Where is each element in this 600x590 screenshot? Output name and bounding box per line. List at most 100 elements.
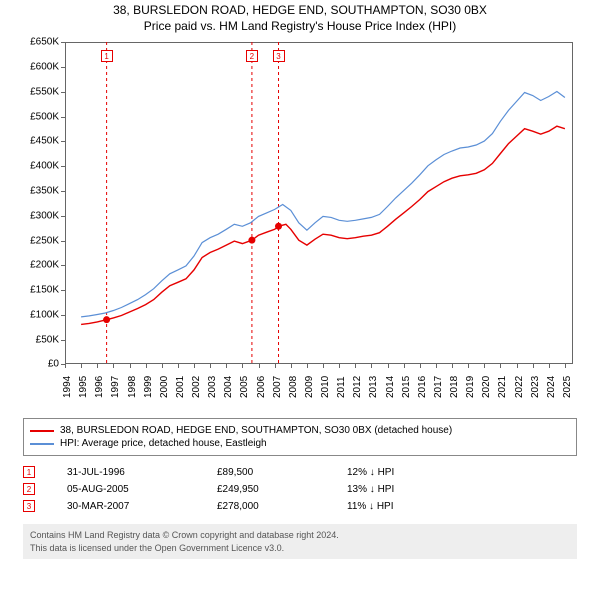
footer-line-2: This data is licensed under the Open Gov…: [30, 542, 570, 554]
sales-row: 3 30-MAR-2007£278,00011% ↓ HPI: [23, 500, 577, 512]
legend: 38, BURSLEDON ROAD, HEDGE END, SOUTHAMPT…: [23, 418, 577, 456]
x-tick: [436, 364, 437, 368]
sales-row: 2 05-AUG-2005£249,95013% ↓ HPI: [23, 483, 577, 495]
x-tick: [404, 364, 405, 368]
x-tick: [549, 364, 550, 368]
x-tick: [565, 364, 566, 368]
x-tick-label: 2023: [530, 376, 541, 398]
sales-date: 05-AUG-2005: [67, 484, 217, 495]
x-tick: [339, 364, 340, 368]
sales-diff: 12% ↓ HPI: [347, 467, 577, 478]
sale-marker-box: 2: [246, 50, 258, 62]
x-tick-label: 1997: [110, 376, 121, 398]
sales-row: 1 31-JUL-1996£89,50012% ↓ HPI: [23, 466, 577, 478]
x-tick-label: 2011: [336, 377, 347, 399]
x-tick: [178, 364, 179, 368]
x-tick-label: 2019: [465, 376, 476, 398]
x-tick-label: 1995: [78, 376, 89, 398]
x-tick-label: 2008: [288, 376, 299, 398]
legend-swatch: [30, 443, 54, 445]
series-line-0: [81, 127, 565, 325]
sales-index-box: 3: [23, 500, 35, 512]
x-tick: [65, 364, 66, 368]
sales-price: £278,000: [217, 501, 347, 512]
x-tick: [81, 364, 82, 368]
x-tick-label: 2018: [449, 376, 460, 398]
x-tick-label: 2022: [514, 376, 525, 398]
x-tick: [371, 364, 372, 368]
x-tick-label: 2025: [562, 376, 573, 398]
x-tick: [323, 364, 324, 368]
plot-svg: [23, 38, 573, 364]
sales-date: 30-MAR-2007: [67, 501, 217, 512]
x-tick: [355, 364, 356, 368]
x-tick: [130, 364, 131, 368]
x-tick-label: 2016: [417, 376, 428, 398]
legend-swatch: [30, 430, 54, 432]
x-tick: [388, 364, 389, 368]
x-tick-label: 2014: [385, 376, 396, 398]
x-tick-label: 2020: [481, 376, 492, 398]
x-tick: [113, 364, 114, 368]
chart-container: 38, BURSLEDON ROAD, HEDGE END, SOUTHAMPT…: [0, 0, 600, 563]
legend-label: 38, BURSLEDON ROAD, HEDGE END, SOUTHAMPT…: [60, 425, 452, 436]
x-tick: [162, 364, 163, 368]
x-tick: [452, 364, 453, 368]
x-tick-label: 2005: [239, 376, 250, 398]
sales-diff: 11% ↓ HPI: [347, 501, 577, 512]
x-tick: [291, 364, 292, 368]
x-tick: [242, 364, 243, 368]
sale-marker-box: 1: [101, 50, 113, 62]
titles: 38, BURSLEDON ROAD, HEDGE END, SOUTHAMPT…: [4, 2, 596, 34]
x-tick-label: 2000: [159, 376, 170, 398]
x-tick: [420, 364, 421, 368]
x-tick-label: 2003: [207, 376, 218, 398]
sales-price: £249,950: [217, 484, 347, 495]
x-tick-label: 2024: [546, 376, 557, 398]
sale-marker-dot: [248, 237, 255, 244]
title-line-2: Price paid vs. HM Land Registry's House …: [4, 18, 596, 34]
x-tick-label: 2012: [352, 376, 363, 398]
x-tick-label: 2013: [368, 376, 379, 398]
sales-index-box: 2: [23, 483, 35, 495]
x-tick: [210, 364, 211, 368]
sales-table: 1 31-JUL-1996£89,50012% ↓ HPI 2 05-AUG-2005…: [23, 466, 577, 512]
x-tick-label: 1996: [94, 376, 105, 398]
title-line-1: 38, BURSLEDON ROAD, HEDGE END, SOUTHAMPT…: [4, 2, 596, 18]
x-tick: [533, 364, 534, 368]
legend-row: 38, BURSLEDON ROAD, HEDGE END, SOUTHAMPT…: [30, 425, 570, 436]
x-tick-label: 1998: [127, 376, 138, 398]
x-tick: [146, 364, 147, 368]
x-tick-label: 2004: [223, 376, 234, 398]
sales-date: 31-JUL-1996: [67, 467, 217, 478]
x-tick-label: 2006: [256, 376, 267, 398]
series-line-1: [81, 92, 565, 317]
legend-label: HPI: Average price, detached house, East…: [60, 438, 267, 449]
x-tick: [259, 364, 260, 368]
x-tick-label: 2015: [401, 376, 412, 398]
sale-marker-dot: [275, 223, 282, 230]
x-tick: [275, 364, 276, 368]
x-tick: [468, 364, 469, 368]
x-tick: [307, 364, 308, 368]
sales-index-box: 1: [23, 466, 35, 478]
x-tick-label: 2010: [320, 376, 331, 398]
x-tick-label: 2021: [497, 376, 508, 398]
legend-row: HPI: Average price, detached house, East…: [30, 438, 570, 449]
x-tick-label: 2001: [175, 376, 186, 398]
attribution-footer: Contains HM Land Registry data © Crown c…: [23, 524, 577, 558]
x-tick-label: 2007: [272, 376, 283, 398]
sales-price: £89,500: [217, 467, 347, 478]
chart-area: £0£50K£100K£150K£200K£250K£300K£350K£400…: [23, 38, 577, 410]
x-tick: [517, 364, 518, 368]
sale-marker-dot: [103, 317, 110, 324]
x-tick: [194, 364, 195, 368]
x-tick-label: 2017: [433, 376, 444, 398]
x-tick-label: 2009: [304, 376, 315, 398]
x-tick-label: 1994: [62, 376, 73, 398]
sales-diff: 13% ↓ HPI: [347, 484, 577, 495]
footer-line-1: Contains HM Land Registry data © Crown c…: [30, 529, 570, 541]
x-tick: [97, 364, 98, 368]
x-tick: [226, 364, 227, 368]
x-tick-label: 2002: [191, 376, 202, 398]
